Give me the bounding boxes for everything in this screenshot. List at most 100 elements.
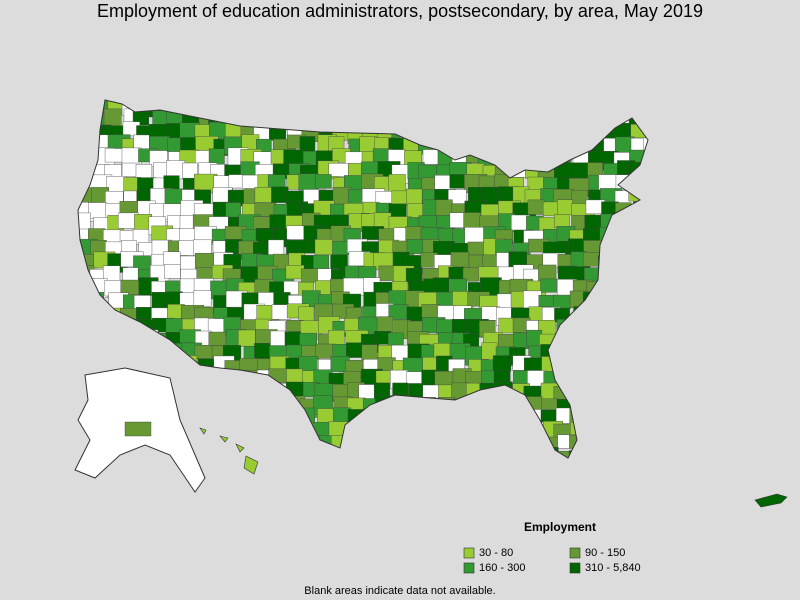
- area: [419, 450, 436, 458]
- legend-swatch: [569, 547, 581, 559]
- area: [601, 345, 624, 360]
- area: [632, 344, 648, 359]
- area: [270, 109, 291, 125]
- area: [617, 344, 639, 360]
- area: [437, 112, 460, 128]
- area: [253, 424, 275, 444]
- area: [238, 421, 257, 436]
- area: [256, 437, 273, 455]
- area: [481, 394, 505, 413]
- area: [313, 254, 330, 270]
- area: [374, 424, 391, 444]
- area: [600, 280, 621, 299]
- area: [78, 305, 96, 323]
- area: [298, 407, 315, 424]
- area: [422, 100, 438, 112]
- area: [393, 448, 410, 458]
- area: [493, 433, 514, 450]
- area: [135, 346, 155, 363]
- area: [256, 100, 276, 118]
- area: [464, 411, 488, 426]
- area: [268, 368, 289, 384]
- area: [212, 385, 232, 401]
- area: [644, 110, 648, 126]
- alaska-outline: [74, 367, 206, 493]
- area: [78, 212, 91, 230]
- area: [436, 125, 459, 140]
- area: [227, 409, 248, 429]
- area: [585, 422, 603, 441]
- area: [643, 447, 648, 458]
- area: [315, 174, 332, 189]
- area: [462, 438, 483, 454]
- area: [646, 215, 648, 233]
- area: [465, 138, 486, 156]
- area: [513, 434, 536, 452]
- area: [78, 110, 92, 126]
- area: [572, 316, 592, 331]
- area: [419, 422, 440, 439]
- area: [303, 435, 321, 451]
- area: [408, 397, 430, 413]
- area: [603, 239, 620, 257]
- area: [569, 100, 589, 113]
- area: [362, 410, 382, 426]
- area: [268, 239, 285, 256]
- area: [284, 111, 308, 126]
- area: [647, 177, 648, 193]
- area: [571, 190, 588, 206]
- area: [646, 369, 648, 389]
- area: [629, 447, 648, 458]
- area: [448, 407, 465, 426]
- area: [617, 304, 638, 322]
- area: [181, 412, 199, 426]
- area: [91, 317, 110, 333]
- area: [420, 437, 438, 456]
- area: [403, 423, 425, 441]
- area: [586, 281, 609, 296]
- area: [540, 149, 557, 167]
- area: [553, 214, 571, 229]
- area: [314, 239, 333, 256]
- area: [227, 372, 244, 387]
- area: [163, 251, 181, 267]
- area: [630, 268, 648, 283]
- area: [642, 189, 648, 209]
- area: [615, 434, 637, 451]
- area: [313, 109, 337, 127]
- area: [648, 332, 670, 349]
- area: [511, 134, 531, 151]
- area: [393, 100, 417, 114]
- area: [361, 344, 378, 360]
- area: [542, 447, 559, 458]
- legend-label: 160 - 300: [479, 562, 525, 574]
- area: [603, 372, 625, 393]
- area: [87, 291, 104, 309]
- area: [360, 435, 379, 451]
- area: [644, 397, 648, 415]
- area: [213, 100, 231, 114]
- area: [254, 202, 277, 217]
- area: [392, 382, 409, 397]
- area: [557, 434, 581, 449]
- area: [450, 437, 474, 452]
- area: [588, 100, 610, 120]
- area: [450, 122, 469, 137]
- area: [196, 369, 216, 385]
- area: [584, 123, 607, 141]
- area: [647, 421, 648, 437]
- area: [616, 318, 638, 333]
- area: [510, 409, 534, 428]
- area: [181, 370, 201, 388]
- area: [598, 332, 616, 351]
- area: [568, 162, 589, 179]
- area: [584, 448, 602, 458]
- area: [584, 358, 603, 376]
- area: [597, 410, 618, 425]
- area: [268, 408, 288, 427]
- area: [556, 368, 573, 387]
- alaska-areas: [75, 368, 205, 492]
- area: [508, 160, 527, 178]
- area: [558, 329, 576, 347]
- area: [151, 292, 168, 311]
